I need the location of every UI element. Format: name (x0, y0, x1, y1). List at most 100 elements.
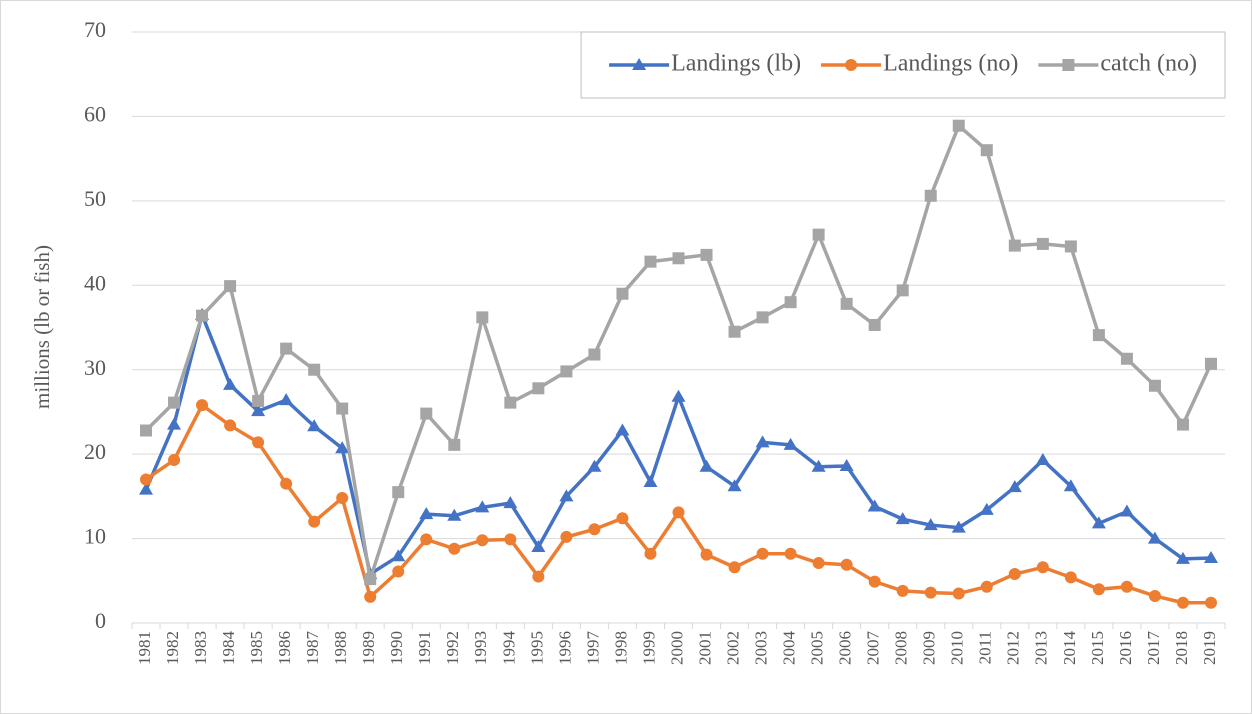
x-tick-label: 2007 (864, 631, 883, 666)
data-point (335, 441, 350, 454)
x-tick-label: 2009 (920, 631, 939, 665)
data-point (1175, 551, 1190, 564)
data-point (1204, 596, 1217, 609)
data-point (251, 404, 266, 417)
data-point (308, 363, 321, 376)
data-point (559, 489, 574, 502)
data-point (392, 565, 405, 578)
data-point (587, 459, 602, 472)
data-point (1008, 239, 1021, 252)
data-point (840, 558, 853, 571)
data-point (616, 287, 629, 300)
data-point (364, 573, 377, 586)
data-point (196, 399, 209, 412)
data-point (868, 575, 881, 588)
data-point (560, 365, 573, 378)
data-point (448, 542, 461, 555)
data-point (979, 502, 994, 515)
data-point (671, 389, 686, 402)
data-point (504, 533, 517, 546)
x-tick-label: 2015 (1088, 631, 1107, 665)
data-point (1036, 561, 1049, 574)
x-tick-label: 1992 (443, 631, 462, 665)
data-point (756, 547, 769, 560)
x-tick-label: 1984 (219, 631, 238, 666)
data-point (419, 507, 434, 520)
data-point (784, 547, 797, 560)
data-point (728, 325, 741, 338)
x-tick-label: 2001 (695, 631, 714, 665)
data-point (532, 382, 545, 395)
data-point (811, 459, 826, 472)
x-tick-label: 2014 (1060, 631, 1079, 666)
data-point (1148, 589, 1161, 602)
data-point (616, 512, 629, 525)
data-point (1035, 453, 1050, 466)
data-point (840, 297, 853, 310)
data-point (672, 252, 685, 265)
data-point (532, 570, 545, 583)
x-tick-label: 2013 (1032, 631, 1051, 665)
data-point (392, 486, 405, 499)
y-axis-label: millions (lb or fish) (30, 245, 54, 409)
x-tick-label: 2011 (976, 631, 995, 664)
data-point (643, 475, 658, 488)
x-tick-label: 2008 (892, 631, 911, 665)
x-tick-label: 2018 (1172, 631, 1191, 665)
data-point (476, 534, 489, 547)
data-point (952, 119, 965, 132)
data-point (560, 530, 573, 543)
data-point (420, 407, 433, 420)
data-point (1092, 329, 1105, 342)
data-point (1008, 568, 1021, 581)
data-point (504, 396, 517, 409)
data-point (727, 479, 742, 492)
data-point (868, 318, 881, 331)
data-point (588, 348, 601, 361)
data-point (1064, 571, 1077, 584)
data-point (923, 518, 938, 531)
y-tick-label: 70 (84, 17, 106, 42)
data-point (1092, 583, 1105, 596)
data-point (644, 547, 657, 560)
data-point (1120, 580, 1133, 593)
x-tick-label: 1998 (611, 631, 630, 665)
data-point (952, 587, 965, 600)
x-tick-label: 1982 (163, 631, 182, 665)
y-tick-label: 30 (84, 355, 106, 380)
data-point (588, 523, 601, 536)
data-point (839, 458, 854, 471)
data-point (391, 549, 406, 562)
data-point (280, 477, 293, 490)
data-point (756, 311, 769, 324)
data-point (1203, 550, 1218, 563)
x-tick-label: 1986 (275, 631, 294, 665)
data-point (280, 342, 293, 355)
data-point (980, 144, 993, 157)
data-point (168, 396, 181, 409)
legend-label: Landings (no) (883, 51, 1018, 77)
data-point (1204, 357, 1217, 370)
x-tick-label: 1988 (331, 631, 350, 665)
data-point (672, 506, 685, 519)
data-point (644, 255, 657, 268)
data-point (615, 423, 630, 436)
data-point (279, 393, 294, 406)
data-point (812, 557, 825, 570)
x-tick-label: 2010 (948, 631, 967, 665)
data-point (896, 284, 909, 297)
data-point (167, 417, 182, 430)
legend-label: Landings (lb) (671, 51, 801, 77)
x-tick-label: 2017 (1144, 631, 1163, 666)
legend-label: catch (no) (1100, 51, 1197, 77)
x-tick-label: 1985 (247, 631, 266, 665)
x-tick-label: 1999 (639, 631, 658, 665)
data-point (1064, 240, 1077, 253)
data-point (140, 473, 153, 486)
data-point (1176, 418, 1189, 431)
data-point (1119, 504, 1134, 517)
x-tick-label: 1997 (583, 631, 602, 666)
data-point (308, 515, 321, 528)
